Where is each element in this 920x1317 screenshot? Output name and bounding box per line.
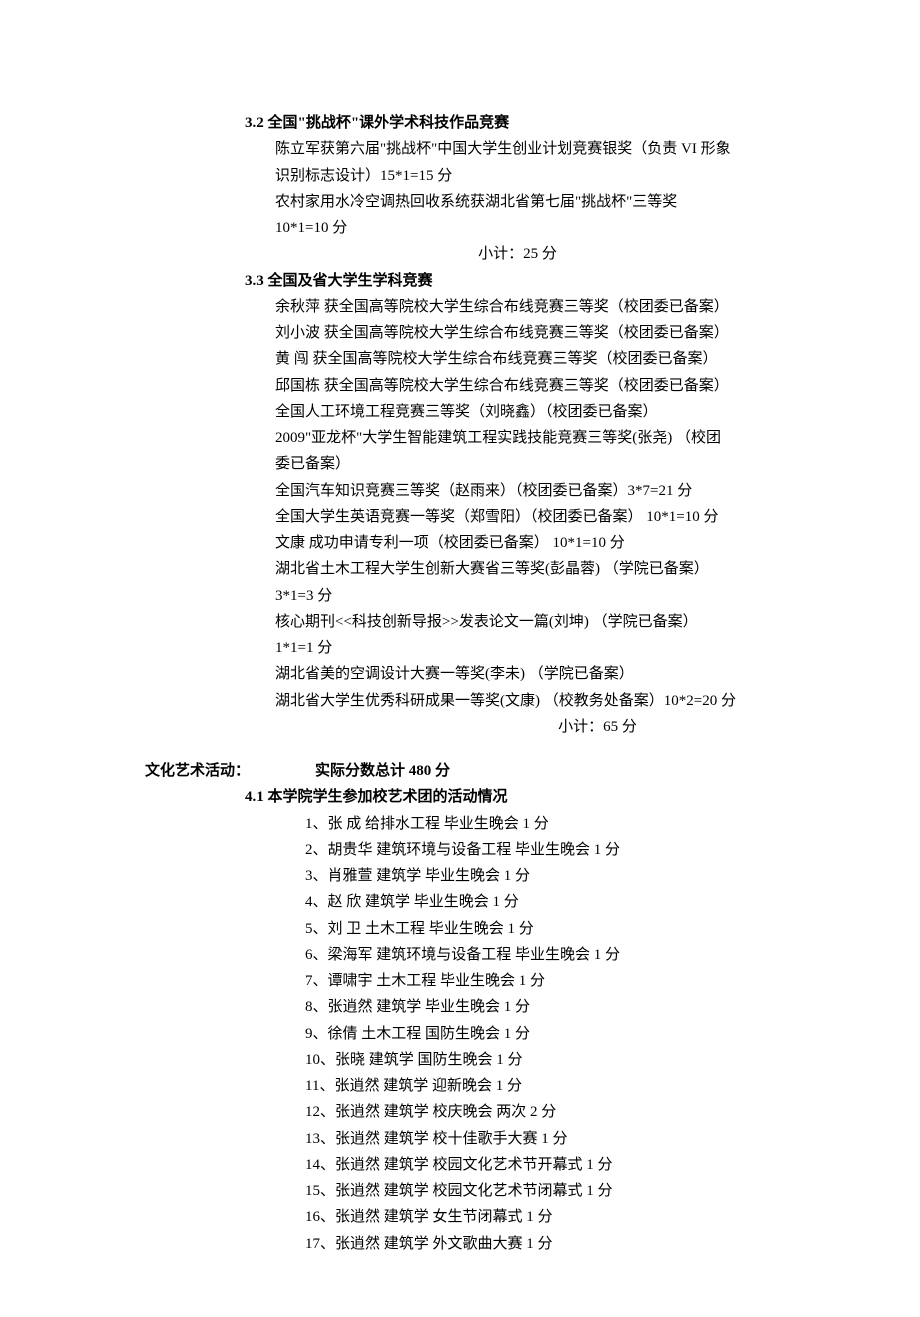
art-row: 8、张逍然 建筑学 毕业生晚会 1 分 — [305, 994, 790, 1020]
section-3-3-line: 黄 闯 获全国高等院校大学生综合布线竞赛三等奖（校团委已备案） — [275, 346, 790, 372]
section-3-3-line: 湖北省美的空调设计大赛一等奖(李未) （学院已备案） — [275, 661, 790, 687]
section-3-3-line: 2009"亚龙杯"大学生智能建筑工程实践技能竞赛三等奖(张尧) （校团 — [275, 425, 790, 451]
section-3-3-line: 文康 成功申请专利一项（校团委已备案） 10*1=10 分 — [275, 530, 790, 556]
culture-header: 文化艺术活动： 实际分数总计 480 分 — [145, 758, 790, 784]
art-row: 15、张逍然 建筑学 校园文化艺术节闭幕式 1 分 — [305, 1178, 790, 1204]
section-3-3-subtotal: 小计：65 分 — [405, 714, 790, 740]
section-3-3-line: 湖北省土木工程大学生创新大赛省三等奖(彭晶蓉) （学院已备案） — [275, 556, 790, 582]
art-row: 16、张逍然 建筑学 女生节闭幕式 1 分 — [305, 1204, 790, 1230]
section-3-3-line: 湖北省大学生优秀科研成果一等奖(文康) （校教务处备案）10*2=20 分 — [275, 688, 790, 714]
section-3-2-line: 识别标志设计）15*1=15 分 — [275, 163, 790, 189]
section-3-2-line: 农村家用水冷空调热回收系统获湖北省第七届"挑战杯"三等奖 — [275, 189, 790, 215]
section-3-3-line: 全国汽车知识竞赛三等奖（赵雨来）（校团委已备案）3*7=21 分 — [275, 478, 790, 504]
art-row: 9、徐倩 土木工程 国防生晚会 1 分 — [305, 1021, 790, 1047]
section-3-3-line: 刘小波 获全国高等院校大学生综合布线竞赛三等奖（校团委已备案） — [275, 320, 790, 346]
art-row: 13、张逍然 建筑学 校十佳歌手大赛 1 分 — [305, 1126, 790, 1152]
culture-total: 实际分数总计 480 分 — [315, 758, 450, 784]
section-3-3-line: 余秋萍 获全国高等院校大学生综合布线竞赛三等奖（校团委已备案） — [275, 294, 790, 320]
art-row: 10、张晓 建筑学 国防生晚会 1 分 — [305, 1047, 790, 1073]
section-3-3-line: 委已备案） — [275, 451, 790, 477]
art-row: 5、刘 卫 土木工程 毕业生晚会 1 分 — [305, 916, 790, 942]
art-row: 14、张逍然 建筑学 校园文化艺术节开幕式 1 分 — [305, 1152, 790, 1178]
section-3-2-subtotal: 小计：25 分 — [245, 241, 790, 267]
section-3-2-title: 3.2 全国"挑战杯"课外学术科技作品竞赛 — [245, 110, 790, 136]
art-row: 4、赵 欣 建筑学 毕业生晚会 1 分 — [305, 889, 790, 915]
art-row: 3、肖雅萱 建筑学 毕业生晚会 1 分 — [305, 863, 790, 889]
art-row: 17、张逍然 建筑学 外文歌曲大赛 1 分 — [305, 1231, 790, 1257]
art-row: 11、张逍然 建筑学 迎新晚会 1 分 — [305, 1073, 790, 1099]
section-3-3-line: 核心期刊<<科技创新导报>>发表论文一篇(刘坤) （学院已备案） — [275, 609, 790, 635]
culture-label: 文化艺术活动： — [145, 758, 315, 784]
art-row: 7、谭啸宇 土木工程 毕业生晚会 1 分 — [305, 968, 790, 994]
section-3-3-line: 全国大学生英语竞赛一等奖（郑雪阳）（校团委已备案） 10*1=10 分 — [275, 504, 790, 530]
art-row: 1、张 成 给排水工程 毕业生晚会 1 分 — [305, 811, 790, 837]
section-4-1-title: 4.1 本学院学生参加校艺术团的活动情况 — [245, 784, 790, 810]
section-3-3-line: 3*1=3 分 — [275, 583, 790, 609]
document-page: 3.2 全国"挑战杯"课外学术科技作品竞赛 陈立军获第六届"挑战杯"中国大学生创… — [0, 0, 920, 1317]
section-3-3-line: 1*1=1 分 — [275, 635, 790, 661]
section-3-3-line: 全国人工环境工程竞赛三等奖（刘晓鑫）（校团委已备案） — [275, 399, 790, 425]
section-3-3-title: 3.3 全国及省大学生学科竞赛 — [245, 268, 790, 294]
art-row: 6、梁海军 建筑环境与设备工程 毕业生晚会 1 分 — [305, 942, 790, 968]
art-row: 12、张逍然 建筑学 校庆晚会 两次 2 分 — [305, 1099, 790, 1125]
section-3-2-line: 陈立军获第六届"挑战杯"中国大学生创业计划竞赛银奖（负责 VI 形象 — [275, 136, 790, 162]
section-3-2-line: 10*1=10 分 — [275, 215, 790, 241]
section-3-3-line: 邱国栋 获全国高等院校大学生综合布线竞赛三等奖（校团委已备案） — [275, 373, 790, 399]
art-row: 2、胡贵华 建筑环境与设备工程 毕业生晚会 1 分 — [305, 837, 790, 863]
